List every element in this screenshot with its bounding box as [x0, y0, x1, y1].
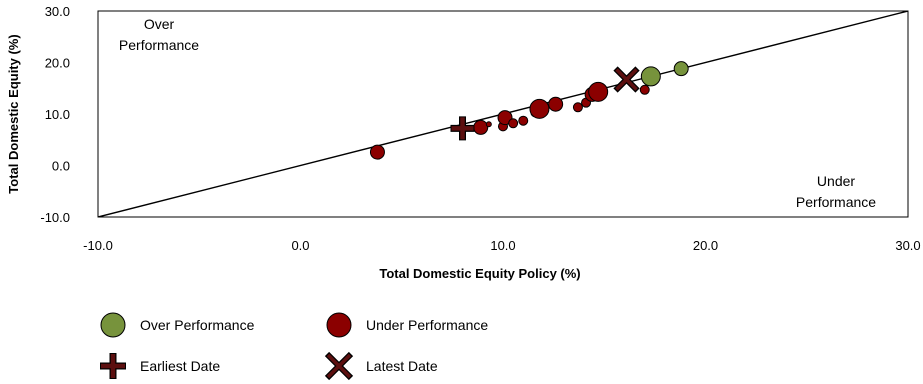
x-axis-title: Total Domestic Equity Policy (%) — [379, 266, 580, 281]
under-performance-point — [508, 118, 519, 129]
earliest-date-marker — [450, 116, 475, 141]
under-performance-point — [518, 115, 529, 126]
under-performance-point — [497, 110, 513, 126]
annotation-under-line1: Under — [817, 173, 855, 189]
under-performance-point — [639, 84, 650, 95]
under-performance-point — [485, 121, 492, 128]
x-tick-label: 20.0 — [693, 238, 718, 253]
annotation-over-line1: Over — [144, 16, 175, 32]
y-axis-title: Total Domestic Equity (%) — [6, 34, 21, 193]
x-tick-label: 10.0 — [490, 238, 515, 253]
legend-marker — [100, 353, 126, 379]
under-performance-point — [588, 81, 609, 102]
latest-date-marker — [613, 66, 640, 93]
under-performance-point — [369, 144, 385, 160]
annotation-under-line2: Performance — [796, 194, 876, 210]
legend-label: Over Performance — [140, 317, 255, 333]
under-performance-point — [548, 96, 564, 112]
x-axis-ticks: -10.0 0.0 10.0 20.0 30.0 — [83, 238, 920, 253]
x-tick-label: 0.0 — [291, 238, 309, 253]
legend-marker — [100, 312, 126, 338]
y-tick-label: 10.0 — [45, 107, 70, 122]
legend-marker — [326, 312, 352, 338]
y-tick-label: 30.0 — [45, 4, 70, 19]
data-points — [369, 61, 689, 160]
date-markers — [450, 66, 640, 141]
x-tick-label: -10.0 — [83, 238, 113, 253]
over-performance-point — [640, 66, 661, 87]
legend: Over Performance Under Performance Earlies… — [100, 312, 488, 381]
under-performance-point — [473, 119, 489, 135]
x-tick-label: 30.0 — [895, 238, 920, 253]
legend-label: Under Performance — [366, 317, 488, 333]
annotation-over-line2: Performance — [119, 37, 199, 53]
y-tick-label: -10.0 — [40, 210, 70, 225]
legend-marker — [324, 351, 354, 381]
under-performance-point — [529, 98, 550, 119]
y-axis-ticks: -10.0 0.0 10.0 20.0 30.0 — [40, 4, 70, 225]
legend-label: Earliest Date — [140, 358, 220, 374]
legend-label: Latest Date — [366, 358, 438, 374]
y-tick-label: 20.0 — [45, 56, 70, 71]
under-performance-point — [572, 102, 583, 113]
over-performance-point — [673, 61, 689, 77]
y-tick-label: 0.0 — [52, 159, 70, 174]
